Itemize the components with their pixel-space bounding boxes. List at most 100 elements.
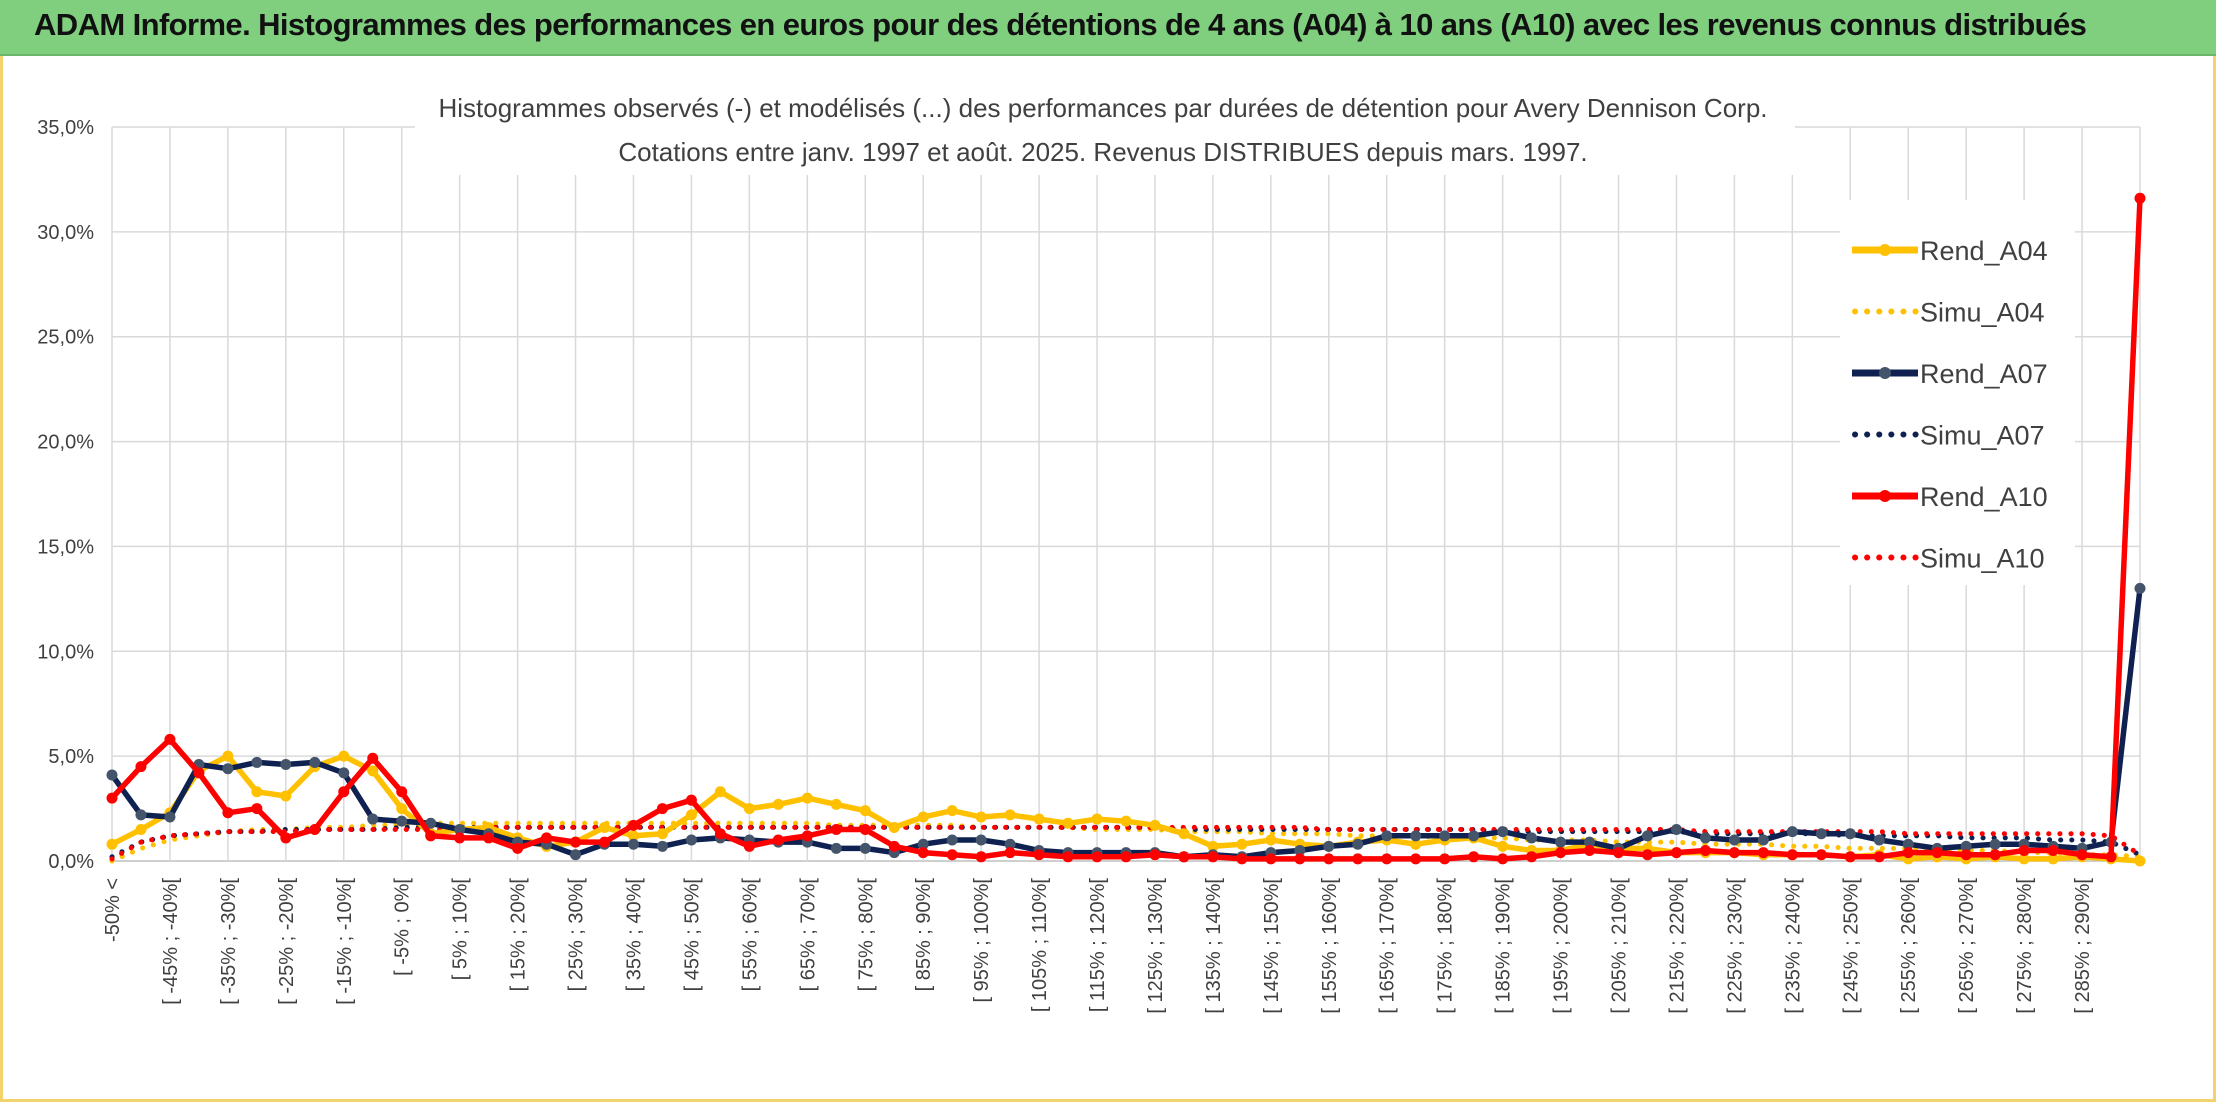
x-tick-label: [ 75% ; 80%[: [855, 878, 877, 992]
data-point: [946, 834, 958, 846]
legend-background: [1840, 200, 2075, 585]
data-point: [135, 809, 147, 821]
x-tick-label: [ 105% ; 110%[: [1029, 878, 1051, 1013]
data-point: [1584, 836, 1596, 848]
data-point: [917, 847, 929, 859]
data-point: [1873, 834, 1885, 846]
data-point: [1410, 838, 1422, 850]
data-point: [627, 838, 639, 850]
subtitle-background: [415, 80, 1795, 175]
data-point: [570, 849, 582, 861]
data-point: [743, 840, 755, 852]
data-point: [1004, 847, 1016, 859]
y-tick-label: 35,0%: [37, 117, 94, 139]
data-point: [222, 763, 234, 775]
data-point: [1439, 830, 1451, 842]
data-point: [1091, 851, 1103, 863]
legend-item: Rend_A04: [1852, 236, 2048, 266]
data-point: [396, 786, 408, 798]
data-point: [2134, 582, 2146, 594]
data-point: [1468, 830, 1480, 842]
data-point: [396, 803, 408, 815]
y-tick-label: 0,0%: [48, 851, 94, 873]
data-point: [425, 830, 437, 842]
y-axis-tick-labels: 0,0% 5,0% 10,0% 15,0% 20,0% 25,0% 30,0% 35,0%: [37, 117, 94, 873]
x-tick-label: [ 195% ; 200%[: [1551, 878, 1573, 1014]
data-point: [1902, 847, 1914, 859]
data-point: [1728, 847, 1740, 859]
data-point: [599, 821, 611, 833]
data-point: [1120, 851, 1132, 863]
data-point: [1699, 845, 1711, 857]
x-tick-label: [ 185% ; 190%[: [1493, 878, 1515, 1014]
data-point: [2134, 192, 2146, 204]
data-point: [1641, 849, 1653, 861]
legend-label: Rend_A07: [1920, 359, 2048, 389]
x-tick-label: [ 85% ; 90%[: [913, 878, 935, 992]
data-point: [2134, 855, 2146, 867]
data-point: [685, 794, 697, 806]
data-point: [1236, 853, 1248, 865]
data-point: [222, 807, 234, 819]
data-point: [2047, 853, 2059, 865]
data-point: [1381, 830, 1393, 842]
data-point: [338, 767, 350, 779]
subtitle-line: Histogrammes observés (-) et modélisés (…: [438, 93, 1767, 123]
data-point: [1381, 853, 1393, 865]
data-point: [859, 842, 871, 854]
data-point: [2076, 849, 2088, 861]
data-point: [1641, 830, 1653, 842]
data-point: [1960, 849, 1972, 861]
x-tick-label: [ 95% ; 100%[: [971, 878, 993, 1003]
data-point: [830, 842, 842, 854]
x-tick-label: [ 55% ; 60%[: [739, 878, 761, 992]
data-point: [1699, 832, 1711, 844]
data-point: [425, 817, 437, 829]
data-point: [1728, 834, 1740, 846]
data-point: [1670, 824, 1682, 836]
data-point: [975, 834, 987, 846]
x-tick-label: [ 265% ; 270%[: [1956, 878, 1978, 1014]
series-line: [109, 820, 2143, 864]
data-point: [251, 756, 263, 768]
x-tick-label: [ 25% ; 30%[: [566, 878, 588, 992]
legend-marker: [1879, 244, 1891, 256]
data-point: [1178, 828, 1190, 840]
legend-label: Rend_A10: [1920, 482, 2048, 512]
data-point: [627, 830, 639, 842]
data-point: [627, 819, 639, 831]
data-point: [1844, 828, 1856, 840]
data-point: [309, 756, 321, 768]
data-point: [1931, 847, 1943, 859]
data-point: [859, 805, 871, 817]
data-point: [685, 809, 697, 821]
data-point: [251, 786, 263, 798]
chart-legend: Rend_A04 Simu_A04 Rend_A07 Simu_A07 Rend_A10…: [1840, 200, 2075, 585]
data-point: [656, 840, 668, 852]
x-tick-label: [ 165% ; 170%[: [1377, 878, 1399, 1014]
data-point: [367, 813, 379, 825]
x-tick-label: [ 125% ; 130%[: [1145, 878, 1167, 1014]
legend-item: Rend_A10: [1852, 482, 2048, 512]
data-point: [975, 811, 987, 823]
data-point: [1989, 838, 2001, 850]
data-point: [830, 824, 842, 836]
x-tick-label: [ -25% ; -20%[: [276, 878, 298, 1005]
data-point: [1323, 840, 1335, 852]
legend-item: Rend_A07: [1852, 359, 2048, 389]
data-point: [859, 824, 871, 836]
data-point: [454, 832, 466, 844]
y-tick-label: 30,0%: [37, 222, 94, 244]
data-point: [106, 769, 118, 781]
data-point: [1960, 840, 1972, 852]
data-point: [1757, 834, 1769, 846]
data-point: [1526, 832, 1538, 844]
data-point: [801, 792, 813, 804]
data-point: [1294, 845, 1306, 857]
data-point: [1120, 815, 1132, 827]
data-point: [1670, 847, 1682, 859]
x-tick-label: [ 255% ; 260%[: [1898, 878, 1920, 1014]
data-point: [135, 761, 147, 773]
data-point: [1757, 847, 1769, 859]
x-axis-tick-labels: -50% < [ -45% ; -40%[[ -35% ; -30%[[ -25%…: [102, 878, 2094, 1014]
